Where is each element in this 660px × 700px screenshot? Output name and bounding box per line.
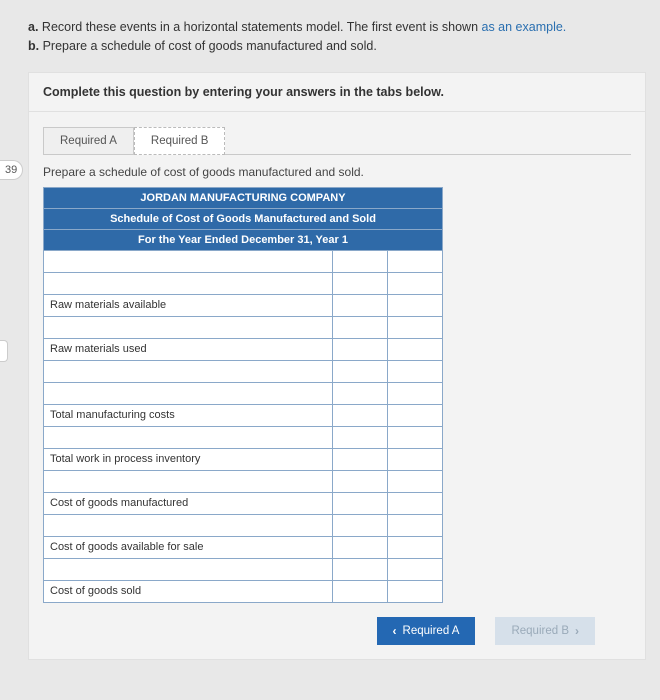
row-label-cell[interactable]: Raw materials used <box>44 338 333 360</box>
row-value-cell[interactable] <box>333 250 388 272</box>
table-row <box>44 470 443 492</box>
tab-instruction: Prepare a schedule of cost of goods manu… <box>29 155 645 187</box>
row-label-cell[interactable]: Cost of goods manufactured <box>44 492 333 514</box>
table-row: Cost of goods manufactured <box>44 492 443 514</box>
row-value-cell[interactable] <box>388 514 443 536</box>
table-row <box>44 514 443 536</box>
row-label-cell[interactable] <box>44 514 333 536</box>
row-value-cell[interactable] <box>388 382 443 404</box>
question-a: a. Record these events in a horizontal s… <box>28 18 638 37</box>
row-value-cell[interactable] <box>388 558 443 580</box>
instruction-text: Complete this question by entering your … <box>29 73 645 112</box>
table-row: Cost of goods sold <box>44 580 443 602</box>
table-row: Raw materials used <box>44 338 443 360</box>
row-label-cell[interactable]: Total manufacturing costs <box>44 404 333 426</box>
table-row: Total work in process inventory <box>44 448 443 470</box>
row-label-cell[interactable] <box>44 558 333 580</box>
row-label-cell[interactable] <box>44 272 333 294</box>
table-row: Cost of goods available for sale <box>44 536 443 558</box>
question-b: b. Prepare a schedule of cost of goods m… <box>28 37 638 56</box>
chevron-right-icon: › <box>575 624 579 638</box>
row-value-cell[interactable] <box>388 492 443 514</box>
row-value-cell[interactable] <box>333 272 388 294</box>
row-value-cell[interactable] <box>388 250 443 272</box>
tab-required-a[interactable]: Required A <box>43 127 134 155</box>
row-value-cell[interactable] <box>333 294 388 316</box>
question-b-prefix: b. <box>28 39 39 53</box>
table-row <box>44 316 443 338</box>
table-row <box>44 558 443 580</box>
row-value-cell[interactable] <box>333 426 388 448</box>
prev-button[interactable]: ‹ Required A <box>377 617 476 645</box>
row-value-cell[interactable] <box>333 536 388 558</box>
next-button[interactable]: Required B › <box>495 617 595 645</box>
row-value-cell[interactable] <box>333 470 388 492</box>
row-value-cell[interactable] <box>333 360 388 382</box>
row-value-cell[interactable] <box>388 404 443 426</box>
row-value-cell[interactable] <box>333 514 388 536</box>
schedule-table: JORDAN MANUFACTURING COMPANY Schedule of… <box>43 187 443 603</box>
table-row <box>44 250 443 272</box>
row-label-cell[interactable] <box>44 426 333 448</box>
row-value-cell[interactable] <box>388 272 443 294</box>
row-label-cell[interactable]: Total work in process inventory <box>44 448 333 470</box>
row-value-cell[interactable] <box>388 580 443 602</box>
row-value-cell[interactable] <box>333 580 388 602</box>
tab-required-b[interactable]: Required B <box>134 127 226 155</box>
question-a-text: Record these events in a horizontal stat… <box>42 20 482 34</box>
row-label-cell[interactable] <box>44 360 333 382</box>
row-value-cell[interactable] <box>388 360 443 382</box>
row-value-cell[interactable] <box>388 294 443 316</box>
table-row <box>44 426 443 448</box>
row-label-cell[interactable]: Raw materials available <box>44 294 333 316</box>
nav-row: ‹ Required A Required B › <box>29 603 609 645</box>
schedule-wrap: JORDAN MANUFACTURING COMPANY Schedule of… <box>29 187 645 603</box>
table-row <box>44 360 443 382</box>
row-value-cell[interactable] <box>388 426 443 448</box>
row-value-cell[interactable] <box>333 558 388 580</box>
row-value-cell[interactable] <box>333 404 388 426</box>
table-row <box>44 272 443 294</box>
page-number-badge: 39 <box>0 160 23 180</box>
side-tab <box>0 340 8 362</box>
row-value-cell[interactable] <box>388 316 443 338</box>
answer-panel: Complete this question by entering your … <box>28 72 646 660</box>
row-value-cell[interactable] <box>333 316 388 338</box>
row-value-cell[interactable] <box>388 338 443 360</box>
chevron-left-icon: ‹ <box>393 624 397 638</box>
row-label-cell[interactable] <box>44 382 333 404</box>
schedule-header-company: JORDAN MANUFACTURING COMPANY <box>44 187 443 208</box>
row-label-cell[interactable] <box>44 316 333 338</box>
schedule-header-title: Schedule of Cost of Goods Manufactured a… <box>44 208 443 229</box>
row-value-cell[interactable] <box>388 470 443 492</box>
row-value-cell[interactable] <box>388 448 443 470</box>
row-value-cell[interactable] <box>333 338 388 360</box>
row-value-cell[interactable] <box>333 492 388 514</box>
question-a-example: as an example. <box>482 20 567 34</box>
row-value-cell[interactable] <box>333 448 388 470</box>
row-value-cell[interactable] <box>333 382 388 404</box>
table-row: Raw materials available <box>44 294 443 316</box>
schedule-header-period: For the Year Ended December 31, Year 1 <box>44 229 443 250</box>
tab-bar: Required A Required B <box>29 112 645 154</box>
next-button-label: Required B <box>511 625 569 637</box>
row-label-cell[interactable]: Cost of goods sold <box>44 580 333 602</box>
row-value-cell[interactable] <box>388 536 443 558</box>
row-label-cell[interactable] <box>44 470 333 492</box>
table-row: Total manufacturing costs <box>44 404 443 426</box>
question-b-text: Prepare a schedule of cost of goods manu… <box>43 39 377 53</box>
prev-button-label: Required A <box>403 625 460 637</box>
table-row <box>44 382 443 404</box>
row-label-cell[interactable]: Cost of goods available for sale <box>44 536 333 558</box>
question-a-prefix: a. <box>28 20 38 34</box>
question-block: a. Record these events in a horizontal s… <box>0 0 660 66</box>
row-label-cell[interactable] <box>44 250 333 272</box>
